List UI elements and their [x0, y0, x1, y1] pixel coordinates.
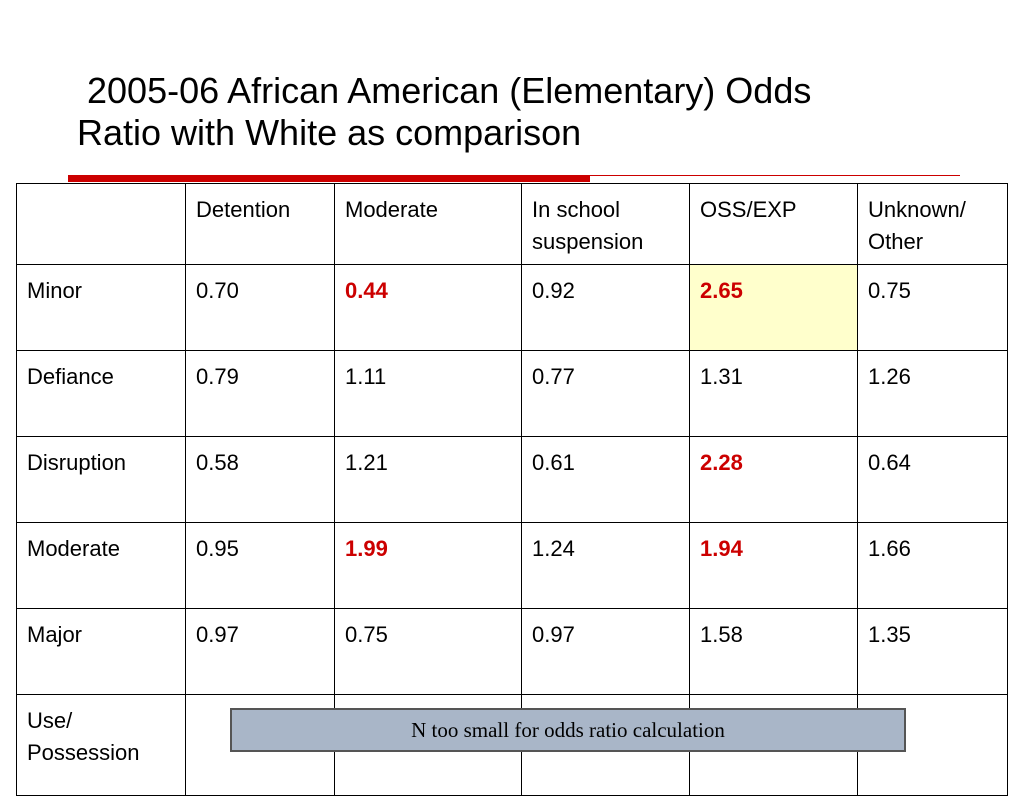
- table-cell: 1.21: [334, 436, 522, 523]
- header-row: Detention Moderate In school suspension …: [16, 183, 1008, 265]
- title-underline-thick: [68, 175, 590, 182]
- table-cell: 1.31: [689, 350, 858, 437]
- row-label: Major: [16, 608, 186, 695]
- table-cell: 0.64: [857, 436, 1008, 523]
- table-cell: 0.58: [185, 436, 335, 523]
- table-cell-emphasized: 2.28: [689, 436, 858, 523]
- table-row-moderate: Moderate 0.95 1.99 1.24 1.94 1.66: [16, 522, 1008, 609]
- row-label: Disruption: [16, 436, 186, 523]
- table-cell-emphasized: 0.44: [334, 264, 522, 351]
- header-cell-corner: [16, 183, 186, 265]
- table-cell: 0.95: [185, 522, 335, 609]
- title-line-2: Ratio with White as comparison: [77, 112, 582, 153]
- table-row-defiance: Defiance 0.79 1.11 0.77 1.31 1.26: [16, 350, 1008, 437]
- table-cell: 0.79: [185, 350, 335, 437]
- table-cell: 0.75: [857, 264, 1008, 351]
- table-cell: 1.11: [334, 350, 522, 437]
- slide-title: 2005-06 African American (Elementary) Od…: [77, 70, 977, 154]
- table-cell-highlighted: 2.65: [689, 264, 858, 351]
- table-cell: 1.35: [857, 608, 1008, 695]
- row-label: Minor: [16, 264, 186, 351]
- table-cell: 1.66: [857, 522, 1008, 609]
- odds-ratio-table: Detention Moderate In school suspension …: [16, 183, 1008, 796]
- table-cell: 1.58: [689, 608, 858, 695]
- table-cell-emphasized: 1.99: [334, 522, 522, 609]
- table-cell: 1.26: [857, 350, 1008, 437]
- title-line-1: 2005-06 African American (Elementary) Od…: [87, 70, 812, 111]
- table-row-disruption: Disruption 0.58 1.21 0.61 2.28 0.64: [16, 436, 1008, 523]
- sample-size-note: N too small for odds ratio calculation: [230, 708, 906, 752]
- table-cell: 0.70: [185, 264, 335, 351]
- table-row-minor: Minor 0.70 0.44 0.92 2.65 0.75: [16, 264, 1008, 351]
- table-row-major: Major 0.97 0.75 0.97 1.58 1.35: [16, 608, 1008, 695]
- table-cell: 0.97: [521, 608, 690, 695]
- table-cell: 0.77: [521, 350, 690, 437]
- table-cell: 1.24: [521, 522, 690, 609]
- table-cell-emphasized: 1.94: [689, 522, 858, 609]
- row-label: Use/ Possession: [16, 694, 186, 796]
- header-cell-in-school-suspension: In school suspension: [521, 183, 690, 265]
- sample-size-note-text: N too small for odds ratio calculation: [411, 717, 725, 742]
- row-label: Defiance: [16, 350, 186, 437]
- title-underline-thin: [590, 175, 960, 176]
- table-cell: 0.97: [185, 608, 335, 695]
- header-cell-moderate: Moderate: [334, 183, 522, 265]
- table-cell: 0.92: [521, 264, 690, 351]
- table-cell: 0.61: [521, 436, 690, 523]
- row-label: Moderate: [16, 522, 186, 609]
- header-cell-oss-exp: OSS/EXP: [689, 183, 858, 265]
- table-cell: 0.75: [334, 608, 522, 695]
- header-cell-unknown-other: Unknown/ Other: [857, 183, 1008, 265]
- header-cell-detention: Detention: [185, 183, 335, 265]
